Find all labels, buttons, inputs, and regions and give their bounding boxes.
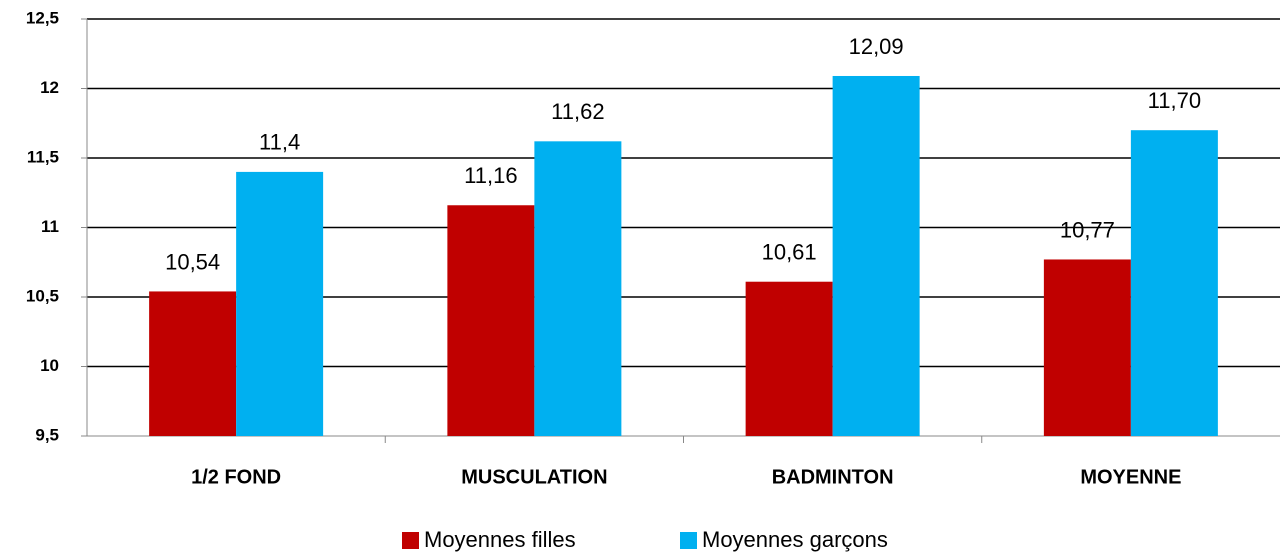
y-tick-label: 11	[41, 217, 59, 236]
value-label: 11,70	[1148, 88, 1201, 113]
bar	[236, 171, 324, 436]
y-tick-label: 12,5	[26, 8, 59, 27]
legend-swatch	[402, 532, 419, 549]
y-tick-label: 11,5	[27, 147, 59, 166]
value-label: 11,16	[464, 163, 517, 188]
value-label: 10,61	[762, 240, 817, 265]
x-tick-label: 1/2 FOND	[191, 466, 281, 488]
legend-label: Moyennes filles	[424, 527, 576, 552]
value-label: 11,4	[259, 130, 300, 155]
bar	[745, 281, 833, 436]
bar	[534, 141, 622, 436]
legend-swatch	[680, 532, 697, 549]
legend-label: Moyennes garçons	[702, 527, 888, 552]
x-tick-label: BADMINTON	[772, 466, 894, 488]
y-tick-label: 12	[40, 78, 59, 97]
value-label: 12,09	[849, 34, 904, 59]
value-label: 10,54	[165, 249, 220, 274]
y-tick-label: 9,5	[35, 425, 59, 444]
x-tick-label: MUSCULATION	[461, 466, 607, 488]
y-tick-label: 10	[40, 356, 59, 375]
bar	[149, 291, 237, 436]
bar	[832, 75, 920, 437]
bar	[1130, 130, 1218, 436]
value-label: 10,77	[1060, 217, 1115, 242]
bar	[447, 205, 535, 436]
value-label: 11,62	[551, 99, 604, 124]
bar	[1043, 259, 1131, 436]
x-tick-label: MOYENNE	[1080, 466, 1181, 488]
y-tick-label: 10,5	[26, 286, 59, 305]
